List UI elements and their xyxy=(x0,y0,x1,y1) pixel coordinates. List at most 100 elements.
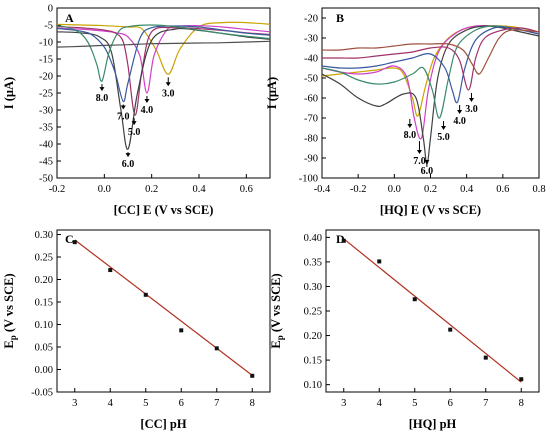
panel-b-letter: B xyxy=(336,11,344,25)
panel-c: C [CC] pH Ep (V vs SCE) 3 4 5 6 7 8 -0.05 0.00 0… xyxy=(2,229,271,431)
curve-b-0 xyxy=(322,25,539,117)
x-axis-title-d: [HQ] pH xyxy=(409,417,457,431)
series-b xyxy=(322,24,539,165)
x-tick-label-b: 0.4 xyxy=(460,184,474,195)
peak-label-a: 8.0 xyxy=(96,93,109,104)
x-tick-label-a: 0.4 xyxy=(192,184,206,195)
panel-a-letter: A xyxy=(65,11,74,25)
ticks-b: -0.4 -0.2 0.0 0.2 0.4 0.6 0.8 -20 -30 -40 -50 -60 -7… xyxy=(299,14,546,196)
y-tick-label-c: 0.00 xyxy=(35,365,53,376)
data-point-c xyxy=(108,268,113,273)
x-tick-label-b: 0.8 xyxy=(532,184,545,195)
y-tick-label-c: 0.20 xyxy=(35,275,53,286)
data-point-d xyxy=(377,259,382,264)
y-tick-label-a: -45 xyxy=(39,157,53,168)
y-tick-label-b: -90 xyxy=(304,154,318,165)
x-axis-title-c: [CC] pH xyxy=(140,417,186,431)
peak-arrowhead-b xyxy=(441,126,447,130)
y-tick-label-a: -50 xyxy=(39,174,53,185)
data-point-d xyxy=(341,238,346,243)
x-axis-title-a: [CC] E (V vs SCE) xyxy=(114,203,214,217)
peak-labels-a: 8.0 7.0 6.0 5.04.0 3.0 xyxy=(96,77,175,170)
y-axis-title-c: Ep (V vs SCE) xyxy=(2,273,18,348)
data-point-c xyxy=(179,328,184,333)
y-tick-label-d: 0.25 xyxy=(304,307,322,318)
curve-b-2 xyxy=(322,25,539,165)
y-axis-title-d-sub: p xyxy=(275,335,285,340)
y-tick-label-b: -60 xyxy=(304,94,318,105)
peak-arrowhead-a xyxy=(131,121,137,126)
panel-d-letter: D xyxy=(336,232,345,246)
curve-a-5 xyxy=(57,24,270,82)
peak-arrowhead-a xyxy=(99,87,105,92)
data-point-d xyxy=(412,297,417,302)
x-tick-label-c: 6 xyxy=(179,398,184,409)
y-tick-label-a: -10 xyxy=(39,38,53,49)
y-tick-label-d: 0.30 xyxy=(304,282,322,293)
y-tick-label-d: 0.20 xyxy=(304,331,322,342)
ticks-a: -0.2 0.0 0.2 0.4 0.6 0 -5 -10 -15 -20 -25 -30 -35 -40… xyxy=(39,4,253,196)
peak-label-a: 3.0 xyxy=(162,88,175,99)
peak-arrowhead-a xyxy=(120,105,126,110)
plot-frame-b xyxy=(321,7,540,179)
curves-b xyxy=(322,24,539,165)
x-axis-title-b: [HQ] E (V vs SCE) xyxy=(380,203,481,217)
y-tick-label-d: 0.15 xyxy=(304,356,322,367)
y-tick-label-d: 0.35 xyxy=(304,257,322,268)
x-tick-label-b: 0.2 xyxy=(424,184,437,195)
y-tick-label-c: -0.05 xyxy=(31,388,53,399)
y-tick-label-a: -40 xyxy=(39,140,53,151)
peak-arrowhead-b xyxy=(407,124,413,128)
x-tick-label-a: -0.2 xyxy=(49,184,66,195)
x-tick-label-b: -0.2 xyxy=(350,184,367,195)
peak-arrowhead-a xyxy=(144,99,150,103)
y-tick-label-d: 0.40 xyxy=(304,233,322,244)
curves-a xyxy=(57,21,270,150)
x-tick-label-d: 7 xyxy=(483,398,488,409)
x-tick-label-d: 8 xyxy=(519,398,524,409)
data-point-c xyxy=(250,373,255,378)
peak-label-b: 5.0 xyxy=(437,132,450,143)
y-tick-label-a: -5 xyxy=(44,21,53,32)
y-axis-title-d-rest: (V vs SCE) xyxy=(269,273,283,335)
x-tick-label-b: -0.4 xyxy=(314,184,331,195)
y-tick-label-d: 0.10 xyxy=(304,380,322,391)
y-axis-title-a: I (μA) xyxy=(2,77,16,109)
peak-arrowhead-a xyxy=(165,82,171,87)
data-point-d xyxy=(483,355,488,360)
x-tick-label-c: 4 xyxy=(108,398,114,409)
series-c xyxy=(72,239,255,378)
x-tick-label-c: 8 xyxy=(250,398,255,409)
y-tick-label-a: -35 xyxy=(39,123,53,134)
curve-a-4 xyxy=(57,25,270,103)
curve-b-4 xyxy=(322,26,539,104)
x-tick-label-a: 0.2 xyxy=(145,184,158,195)
y-tick-label-b: -20 xyxy=(304,14,318,25)
ticks-c: 3 4 5 6 7 8 -0.05 0.00 0.05 0.10 0.15 0.20 0.25 0.30 xyxy=(31,230,255,409)
peak-label-b: 7.0 xyxy=(413,156,426,167)
panel-b: B [HQ] E (V vs SCE) I (μA) -0.4 -0.2 0.0 0.… xyxy=(265,7,546,217)
data-point-c xyxy=(72,240,77,245)
y-tick-label-b: -50 xyxy=(304,74,318,85)
x-tick-label-c: 7 xyxy=(214,398,219,409)
y-tick-label-b: -30 xyxy=(304,34,318,45)
peak-label-b: 4.0 xyxy=(453,116,466,127)
curve-b-6 xyxy=(322,29,539,75)
ticks-d: 3 4 5 6 7 8 0.10 0.15 0.20 0.25 0.30 0.35 0.40 xyxy=(304,233,524,409)
y-axis-title-b: I (μA) xyxy=(265,77,279,109)
y-tick-label-a: -25 xyxy=(39,89,53,100)
x-tick-label-d: 5 xyxy=(412,398,417,409)
fit-line-c xyxy=(74,239,253,376)
peak-label-a: 7.0 xyxy=(117,112,130,123)
series-a xyxy=(57,21,270,150)
peak-label-b: 3.0 xyxy=(465,104,478,115)
peak-label-b: 6.0 xyxy=(421,166,434,177)
y-tick-label-a: -30 xyxy=(39,106,53,117)
y-tick-label-a: 0 xyxy=(48,4,53,15)
y-tick-label-b: -70 xyxy=(304,114,318,125)
curve-a-2 xyxy=(57,26,270,116)
peak-arrowhead-b xyxy=(424,160,430,164)
y-tick-label-c: 0.10 xyxy=(35,320,53,331)
y-tick-label-c: 0.05 xyxy=(35,343,53,354)
